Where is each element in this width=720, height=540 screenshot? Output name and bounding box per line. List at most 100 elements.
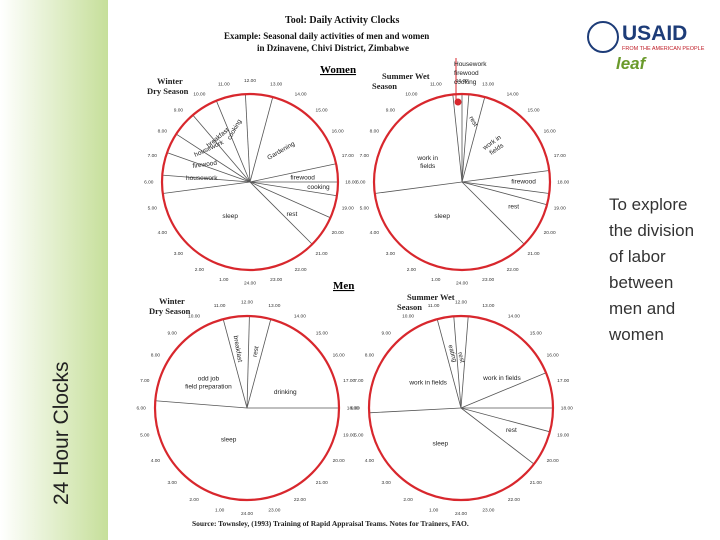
segment-line [192, 114, 251, 183]
hour-label: 13.00 [270, 82, 282, 88]
segment-line [249, 163, 337, 183]
activity-label: Gardening [266, 140, 296, 161]
clock-title: Winter [157, 76, 183, 86]
hour-label: 24.00 [455, 511, 467, 517]
activity-label: firewood [192, 160, 218, 170]
segment-line [461, 94, 470, 183]
hour-label: 20.00 [544, 230, 556, 236]
hour-label: 3.00 [382, 480, 392, 486]
hour-label: 9.00 [382, 330, 392, 336]
hour-label: 1.00 [429, 507, 439, 513]
clock-title: Winter [159, 296, 185, 306]
clock-face [153, 314, 341, 502]
hour-label: 1.00 [219, 277, 229, 283]
hour-label: 9.00 [386, 108, 396, 114]
sidebar [0, 0, 108, 540]
activity-label: fields [420, 163, 436, 170]
activity-label: cooking [307, 184, 330, 191]
segment-line [461, 181, 550, 194]
hour-label: 7.00 [354, 378, 364, 384]
hour-label: 1.00 [215, 507, 225, 513]
clock-face [367, 314, 555, 502]
segment-line [369, 407, 462, 414]
segment-line [436, 319, 462, 409]
hour-label: 12.00 [455, 299, 467, 305]
group-label: Men [333, 280, 354, 292]
hour-label: 3.00 [386, 251, 396, 257]
hour-label: 19.00 [343, 433, 355, 439]
hour-label: 2.00 [189, 497, 199, 503]
segment-line [249, 181, 331, 219]
hour-label: 19.00 [557, 433, 569, 439]
segment-line [460, 407, 550, 433]
segment-line [374, 181, 463, 194]
hour-label: 2.00 [195, 267, 205, 273]
note-label: firewood [454, 70, 479, 77]
segment-line [453, 316, 462, 409]
hour-label: 2.00 [407, 267, 417, 273]
activity-label: rest [252, 346, 261, 358]
hour-label: 18.00 [557, 179, 569, 185]
segment-line [215, 100, 251, 183]
hour-label: 15.00 [316, 108, 328, 114]
hour-label: 24.00 [241, 511, 253, 517]
hour-label: 10.00 [405, 92, 417, 98]
hour-label: 20.00 [547, 458, 559, 464]
sidebar-title: 24 Hour Clocks [50, 361, 73, 505]
hour-label: 7.00 [140, 378, 150, 384]
activity-label: sleep [221, 437, 237, 444]
hour-label: 22.00 [507, 267, 519, 273]
hour-label: 4.00 [370, 230, 380, 236]
hour-label: 11.00 [214, 303, 226, 309]
activity-label: firewood [290, 175, 315, 182]
note-dot [454, 98, 462, 106]
hour-label: 4.00 [158, 230, 168, 236]
activity-label: rest [508, 203, 519, 210]
activity-label: rest [506, 427, 517, 434]
activity-label: housework [186, 175, 218, 182]
segment-line [244, 94, 251, 183]
hour-label: 8.00 [370, 129, 380, 135]
hour-label: 8.00 [365, 352, 375, 358]
usaid-seal [587, 21, 619, 53]
hour-label: 17.00 [554, 153, 566, 159]
activity-label: rest [467, 115, 479, 128]
hour-label: 6.00 [144, 179, 154, 185]
segment-line [452, 94, 463, 183]
usaid-tagline: FROM THE AMERICAN PEOPLE [622, 46, 705, 52]
hour-label: 12.00 [241, 299, 253, 305]
activity-label: eating [446, 344, 457, 363]
hour-label: 13.00 [482, 303, 494, 309]
activity-label: breakfast [232, 335, 244, 363]
activity-label: field preparation [185, 384, 232, 391]
segment-line [162, 181, 251, 194]
hour-label: 16.00 [332, 129, 344, 135]
hour-label: 17.00 [342, 153, 354, 159]
hour-label: 11.00 [428, 303, 440, 309]
hour-label: 23.00 [270, 277, 282, 283]
segment-line [166, 152, 251, 183]
source-note: Source: Townsley, (1993) Training of Rap… [192, 519, 469, 528]
activity-label: work in fields [408, 380, 447, 387]
hour-label: 15.00 [316, 330, 328, 336]
clock-title: Summer Wet [407, 292, 455, 302]
hour-label: 13.00 [482, 82, 494, 88]
clock-title: Season [372, 81, 397, 91]
group-label: Women [320, 64, 356, 76]
hour-label: 20.00 [332, 230, 344, 236]
hour-label: 6.00 [351, 405, 361, 411]
hour-label: 4.00 [365, 458, 375, 464]
activity-label: rest [456, 351, 466, 363]
activity-label: odd job [198, 376, 220, 383]
hour-label: 9.00 [168, 330, 178, 336]
hour-label: 4.00 [151, 458, 161, 464]
side-text: To explore the division of labor between… [609, 195, 695, 344]
hour-label: 22.00 [295, 267, 307, 273]
hour-label: 11.00 [430, 82, 442, 88]
hour-label: 13.00 [268, 303, 280, 309]
header-example: Example: Seasonal daily activities of me… [224, 31, 429, 41]
hour-label: 15.00 [528, 108, 540, 114]
hour-label: 1.00 [431, 277, 441, 283]
